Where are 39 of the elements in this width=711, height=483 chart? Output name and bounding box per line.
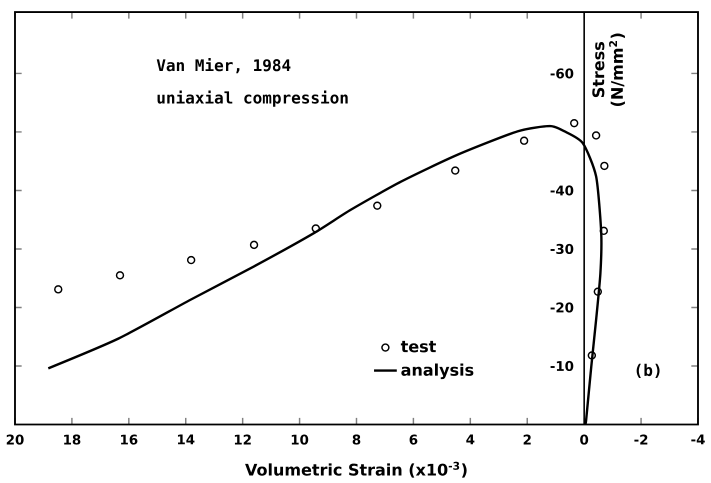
x-tick-label: 10 (292, 434, 308, 445)
x-tick-label: 20 (6, 434, 24, 445)
point (520, 136, 528, 145)
point (373, 201, 382, 210)
legend-label: test (400, 340, 436, 352)
point (592, 131, 600, 140)
annotation: (b) (636, 364, 660, 378)
x-tick-label: 6 (410, 434, 418, 445)
x-tick-label: -4 (691, 434, 705, 444)
point (54, 285, 62, 294)
y-axis-title: Stress (N/mm$^{2}$) (592, 33, 625, 106)
x-tick-label: 16 (121, 434, 138, 445)
y-tick-label: -60 (550, 68, 574, 78)
x-tick-label: 8 (352, 434, 360, 445)
x-tick-label: 2 (524, 434, 531, 444)
x-tick-label: 0 (580, 434, 588, 445)
point (588, 351, 596, 360)
y-tick-label: -30 (550, 244, 574, 254)
x-tick-label: 12 (234, 434, 251, 444)
point (600, 162, 609, 170)
point (451, 166, 460, 175)
point (116, 271, 124, 280)
x-tick-label: 4 (466, 434, 474, 444)
point (594, 287, 602, 296)
point (570, 118, 578, 128)
point (250, 240, 258, 250)
x-tick-label: 14 (178, 434, 194, 444)
x-tick-label: -2 (634, 434, 648, 444)
point (312, 224, 320, 233)
annotation: Van Mier, 1984 (156, 58, 290, 74)
annotation: uniaxial compression (158, 90, 348, 107)
point (600, 226, 608, 236)
y-tick-label: -20 (550, 302, 574, 313)
legend-label: analysis (401, 364, 474, 380)
x-tick-label: 18 (64, 434, 80, 445)
point (186, 256, 196, 264)
x-axis-title: Volumetric Strain (x10$^{-3}$) (245, 462, 467, 478)
y-tick-label: -10 (550, 360, 574, 372)
y-tick-label: -40 (550, 185, 574, 196)
